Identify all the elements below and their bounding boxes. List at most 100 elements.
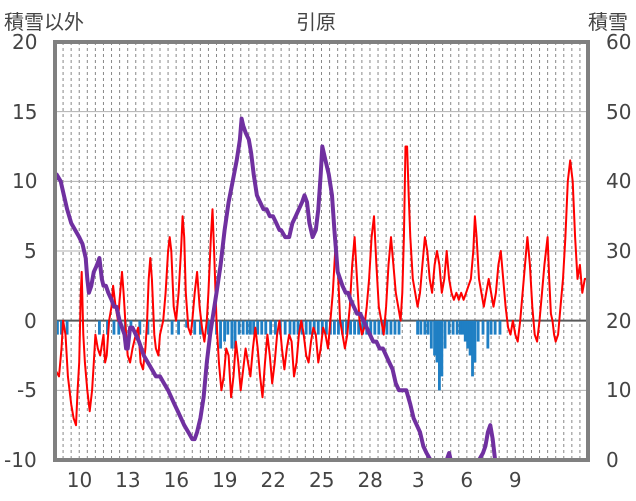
precipitation-bar: [468, 320, 472, 356]
left-tick-label: 10: [12, 169, 38, 194]
precipitation-bar: [112, 320, 116, 335]
chart-title: 引原: [296, 10, 336, 34]
left-axis-label: 積雪以外: [4, 10, 84, 34]
precipitation-bar: [455, 320, 459, 335]
precipitation-bar: [207, 320, 210, 335]
precipitation-bar: [198, 320, 202, 335]
right-axis-label: 積雪: [588, 10, 628, 34]
precipitation-bar: [324, 320, 328, 335]
precipitation-bar: [461, 320, 465, 335]
precipitation-bar: [373, 320, 377, 335]
left-tick-label: 0: [24, 308, 37, 333]
precipitation-bar: [416, 320, 420, 335]
precipitation-bar: [426, 320, 430, 335]
precipitation-bar: [260, 320, 264, 335]
precipitation-bar: [106, 320, 109, 335]
x-tick-label: 10: [66, 468, 93, 492]
precipitation-bar: [397, 320, 401, 335]
precipitation-bar: [337, 320, 340, 335]
right-tick-label: 40: [606, 169, 632, 194]
precipitation-bar: [357, 320, 361, 335]
x-tick-label: 3: [411, 468, 425, 492]
precipitation-bar: [269, 320, 273, 335]
precipitation-bar: [447, 320, 451, 335]
precipitation-bar: [361, 320, 365, 335]
left-tick-label: 5: [24, 239, 37, 263]
precipitation-bar: [466, 320, 470, 349]
precipitation-bar: [471, 320, 474, 377]
x-tick-label: 9: [508, 468, 522, 492]
precipitation-bar: [498, 320, 502, 335]
precipitation-bar: [185, 320, 189, 328]
right-tick-label: 0: [606, 448, 619, 472]
right-tick-label: 50: [606, 99, 632, 124]
x-tick-label: 6: [460, 468, 474, 492]
precipitation-bar: [341, 320, 344, 335]
x-tick-label: 16: [163, 468, 190, 492]
precipitation-bar: [117, 320, 121, 335]
precipitation-bar: [489, 320, 493, 335]
precipitation-bar: [304, 320, 308, 335]
precipitation-bar: [288, 320, 292, 335]
precipitation-bar: [60, 320, 63, 335]
x-tick-label: 19: [212, 468, 238, 492]
precipitation-bar: [249, 320, 252, 335]
precipitation-bar: [437, 320, 441, 391]
precipitation-bar: [226, 320, 230, 335]
left-tick-label: -5: [17, 378, 37, 403]
precipitation-bar: [274, 320, 277, 335]
right-tick-label: 20: [606, 308, 632, 333]
precipitation-bar: [345, 320, 348, 335]
precipitation-bar: [458, 320, 462, 335]
precipitation-bar: [385, 320, 389, 335]
right-tick-label: 30: [606, 239, 632, 263]
precipitation-bar: [423, 320, 427, 335]
precipitation-bar: [65, 320, 69, 335]
x-tick-label: 22: [260, 468, 286, 492]
precipitation-bar: [308, 320, 312, 335]
precipitation-bar: [333, 320, 336, 335]
precipitation-bar: [237, 320, 241, 335]
precipitation-bar: [264, 320, 268, 335]
x-tick-label: 28: [357, 468, 383, 492]
precipitation-bar: [129, 320, 133, 328]
precipitation-bar: [389, 320, 393, 335]
precipitation-bar: [223, 320, 227, 342]
precipitation-bar: [393, 320, 397, 335]
precipitation-bar: [451, 320, 455, 335]
precipitation-bar: [476, 320, 480, 342]
precipitation-bar: [138, 320, 142, 335]
right-tick-label: 10: [606, 378, 632, 403]
plot-frame: [53, 40, 590, 462]
precipitation-bar: [56, 320, 59, 335]
precipitation-bar: [283, 320, 287, 335]
precipitation-bar: [369, 320, 373, 335]
precipitation-bar: [233, 320, 237, 349]
x-tick-label: 25: [309, 468, 335, 492]
precipitation-bar: [473, 320, 477, 363]
temperature-line: [54, 145, 588, 427]
precipitation-bar: [486, 320, 490, 349]
precipitation-bar: [433, 320, 436, 356]
precipitation-bar: [296, 320, 300, 335]
precipitation-bar: [252, 320, 256, 335]
precipitation-bar: [419, 320, 423, 335]
precipitation-bar: [98, 320, 101, 335]
precipitation-bar: [256, 320, 260, 335]
precipitation-bar: [353, 320, 357, 335]
precipitation-bar: [146, 320, 150, 335]
precipitation-bar: [219, 320, 222, 349]
left-tick-label: 15: [12, 99, 38, 124]
precipitation-bar: [440, 320, 444, 377]
precipitation-bar: [429, 320, 433, 349]
left-tick-label: 20: [12, 30, 38, 54]
precipitation-bar: [316, 320, 320, 335]
precipitation-bar: [241, 320, 245, 335]
precipitation-bar: [177, 320, 180, 335]
precipitation-bar: [463, 320, 467, 342]
right-tick-label: 60: [606, 30, 632, 54]
precipitation-bar: [230, 320, 234, 349]
precipitation-bar: [349, 320, 352, 335]
precipitation-bar: [245, 320, 249, 335]
